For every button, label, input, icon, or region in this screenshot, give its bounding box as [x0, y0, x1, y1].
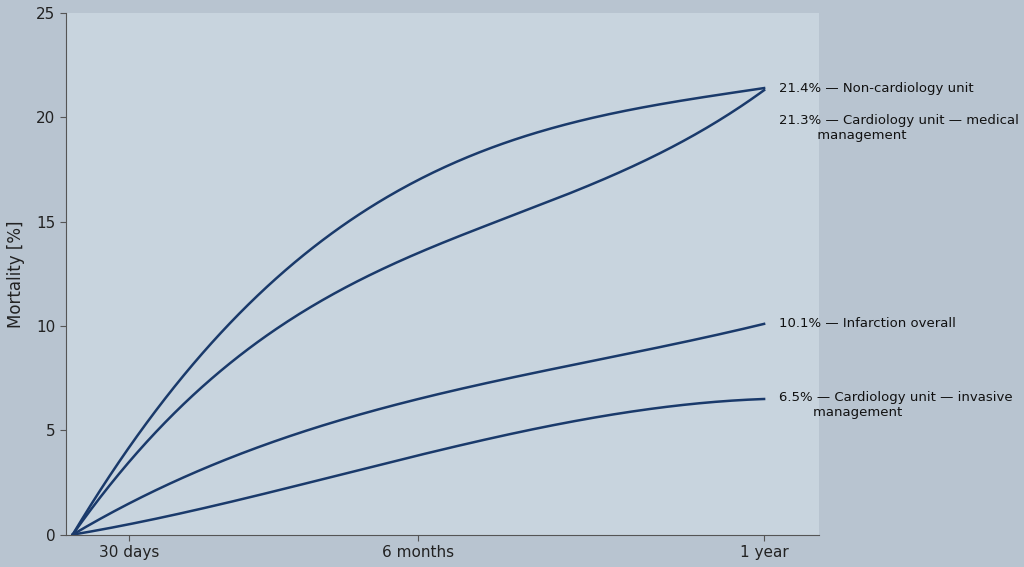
- Text: 21.4% — Non-cardiology unit: 21.4% — Non-cardiology unit: [779, 82, 974, 95]
- Text: 21.3% — Cardiology unit — medical
         management: 21.3% — Cardiology unit — medical manage…: [779, 114, 1019, 142]
- Y-axis label: Mortality [%]: Mortality [%]: [7, 220, 25, 328]
- Text: 10.1% — Infarction overall: 10.1% — Infarction overall: [779, 318, 956, 331]
- Text: 6.5% — Cardiology unit — invasive
        management: 6.5% — Cardiology unit — invasive manage…: [779, 391, 1013, 419]
